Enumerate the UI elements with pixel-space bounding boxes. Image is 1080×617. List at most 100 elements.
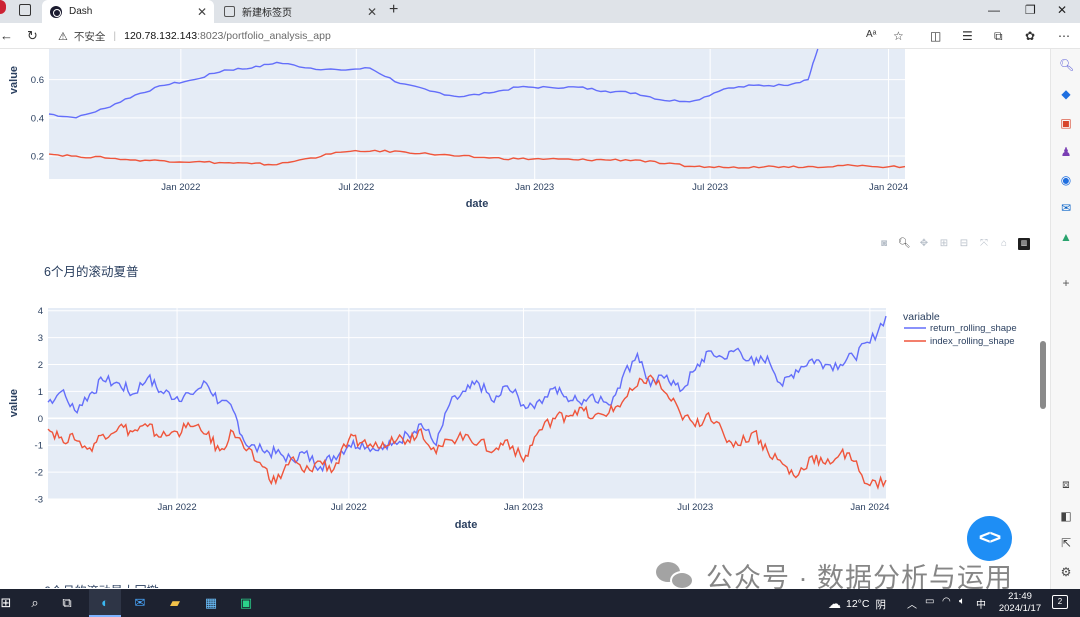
reset-axes-icon[interactable]: ⌂ xyxy=(1000,238,1008,249)
collections-icon[interactable]: ⧉ xyxy=(994,29,1003,43)
favorite-star-icon[interactable]: ☆ xyxy=(893,29,904,43)
chart1-x-axis-title: date xyxy=(466,198,489,210)
ime-label[interactable]: 中 xyxy=(976,600,986,611)
y-tick-label: 0.6 xyxy=(31,75,44,86)
clock[interactable]: 21:49 2024/1/17 xyxy=(994,591,1046,615)
chart1-series xyxy=(48,48,906,169)
screenshot-icon[interactable]: ⧈ xyxy=(1062,477,1070,491)
close-window-icon[interactable]: ✕ xyxy=(1057,3,1068,17)
profile-icon[interactable] xyxy=(0,0,6,14)
new-tab-button[interactable]: + xyxy=(389,1,399,18)
chart1-y-axis-title: value xyxy=(8,66,20,94)
y-tick-label: -2 xyxy=(35,468,43,479)
page-scrollbar-thumb[interactable] xyxy=(1040,341,1046,409)
address-bar: ← ↻ ⚠ 不安全 | 120.78.132.143 :8023/portfol… xyxy=(0,23,1080,49)
drop-icon[interactable]: ▲ xyxy=(1060,230,1072,244)
wechat-icon xyxy=(656,561,694,590)
edge-icon[interactable]: ◐ xyxy=(101,595,109,610)
legend-entry-label[interactable]: index_rolling_shape xyxy=(930,336,1015,347)
battery-icon[interactable]: ▭ xyxy=(925,596,935,607)
chart2-y-ticks: -3 -2 -1 0 1 2 3 4 xyxy=(35,306,43,505)
series-line-series-1[interactable] xyxy=(48,48,819,119)
settings-gear-icon[interactable]: ⚙ xyxy=(1060,565,1072,579)
volume-icon[interactable]: 🔈︎ xyxy=(959,596,965,607)
open-external-icon[interactable]: ⇱ xyxy=(1060,536,1072,550)
refresh-icon[interactable]: ↻ xyxy=(27,28,38,43)
task-view-icon[interactable]: ⧉ xyxy=(62,595,72,610)
tray-chevron-up-icon[interactable]: ︿ xyxy=(907,600,917,611)
y-tick-label: 4 xyxy=(38,306,43,317)
x-tick-label: Jul 2022 xyxy=(331,502,367,513)
start-icon[interactable]: ⊞ xyxy=(0,595,12,610)
more-menu-icon[interactable]: ⋯ xyxy=(1058,29,1070,43)
search-icon[interactable]: 🔍︎ xyxy=(1059,58,1075,72)
cloud-icon: ☁ xyxy=(828,596,841,611)
taskbar-search-icon[interactable]: ⌕ xyxy=(31,595,39,610)
taskbar-edge-active xyxy=(89,589,121,617)
y-tick-label: 2 xyxy=(38,360,43,371)
people-icon[interactable]: ♟ xyxy=(1060,145,1072,159)
notification-badge[interactable]: 2 xyxy=(1052,595,1068,609)
close-tab-icon[interactable]: ✕ xyxy=(196,4,208,19)
zoom-out-icon[interactable]: ⊟ xyxy=(959,238,969,249)
file-explorer-icon[interactable]: ▰ xyxy=(170,595,180,610)
office-icon[interactable]: ◉ xyxy=(1060,173,1072,187)
url-field[interactable]: ⚠ 不安全 | 120.78.132.143 :8023/portfolio_a… xyxy=(58,26,918,46)
chart2-y-axis-title: value xyxy=(8,389,20,417)
url-separator: | xyxy=(113,30,117,42)
sidebar-toggle-icon[interactable]: ◧ xyxy=(1060,509,1072,523)
x-tick-label: Jan 2024 xyxy=(850,502,889,513)
tab-title: 新建标签页 xyxy=(242,8,292,19)
pan-icon[interactable]: ✥ xyxy=(919,238,929,249)
warning-icon[interactable]: ⚠ xyxy=(58,30,68,43)
browser-sidebar: 🔍︎ ◆ ▣ ♟ ◉ ✉ ▲ + ⧈ ◧ ⇱ ⚙ xyxy=(1050,49,1080,589)
x-tick-label: Jan 2023 xyxy=(515,182,554,193)
chart2-x-ticks: Jan 2022 Jul 2022 Jan 2023 Jul 2023 Jan 2024 xyxy=(158,502,890,513)
outlook-icon[interactable]: ✉ xyxy=(1060,201,1072,215)
tab-bar: Dash ✕ 新建标签页 ✕ + — ❐ ✕ xyxy=(0,0,1080,23)
chart1-plot-area[interactable] xyxy=(49,49,905,179)
charts-canvas: 0.2 0.4 0.6 Jan 2022 Jul 2022 Jan 2023 Jul 20… xyxy=(8,48,1017,531)
wifi-icon[interactable]: ◠ xyxy=(942,596,951,607)
mail-icon[interactable]: ✉ xyxy=(134,595,146,610)
back-icon[interactable]: ← xyxy=(0,28,13,43)
chart2-plot-area[interactable] xyxy=(48,308,886,499)
tools-icon[interactable]: ▣ xyxy=(1060,116,1072,130)
zoom-in-icon[interactable]: ⊞ xyxy=(939,238,949,249)
section-title-rolling-drawdown: 6个月的滚动最大回撤 xyxy=(44,582,159,588)
x-tick-label: Jan 2023 xyxy=(504,502,543,513)
restore-icon[interactable]: ❐ xyxy=(1025,3,1036,17)
tab-actions-icon[interactable] xyxy=(19,4,31,16)
legend-entry-label[interactable]: return_rolling_shape xyxy=(930,323,1017,334)
chart2-legend[interactable]: return_rolling_shape index_rolling_shape xyxy=(904,323,1017,347)
minimize-icon[interactable]: — xyxy=(988,3,1000,17)
chart1-x-ticks: Jan 2022 Jul 2022 Jan 2023 Jul 2023 Jan 2024 xyxy=(161,182,908,193)
favorites-icon[interactable]: ☰ xyxy=(962,29,973,43)
tab-new-tab[interactable]: 新建标签页 ✕ xyxy=(218,0,384,23)
series-line-return_rolling_shape[interactable] xyxy=(47,315,887,473)
weather-condition: 阴 xyxy=(875,598,886,611)
chart2-series xyxy=(47,315,887,490)
x-tick-label: Jan 2024 xyxy=(869,182,908,193)
plotly-logo-icon[interactable]: ▥ xyxy=(1018,238,1030,250)
autoscale-icon[interactable]: ⤧ xyxy=(980,238,988,249)
zoom-icon[interactable]: 🔍︎ xyxy=(898,238,911,249)
shopping-tag-icon[interactable]: ◆ xyxy=(1061,87,1071,101)
store-icon[interactable]: ▦ xyxy=(204,595,218,610)
extensions-icon[interactable]: ✿ xyxy=(1025,29,1036,43)
add-icon[interactable]: + xyxy=(1062,276,1070,290)
temperature: 12°C xyxy=(846,598,870,610)
pycharm-icon[interactable]: ▣ xyxy=(239,595,253,610)
weather-widget[interactable]: ☁ 12°C 阴 xyxy=(828,596,886,612)
camera-icon[interactable]: ◙ xyxy=(880,238,888,249)
series-line-index_rolling_shape[interactable] xyxy=(47,374,887,490)
close-tab-icon[interactable]: ✕ xyxy=(366,4,378,19)
y-tick-label: 0.2 xyxy=(31,152,44,163)
x-tick-label: Jul 2023 xyxy=(677,502,713,513)
chart1-y-ticks: 0.2 0.4 0.6 xyxy=(31,75,44,162)
read-aloud-icon[interactable]: Aᵃ xyxy=(866,29,877,40)
split-screen-icon[interactable]: ◫ xyxy=(930,29,942,43)
code-toggle-button[interactable]: <> xyxy=(967,516,1012,561)
series-line-series-2[interactable] xyxy=(48,149,906,169)
tab-dash[interactable]: Dash ✕ xyxy=(42,0,214,23)
